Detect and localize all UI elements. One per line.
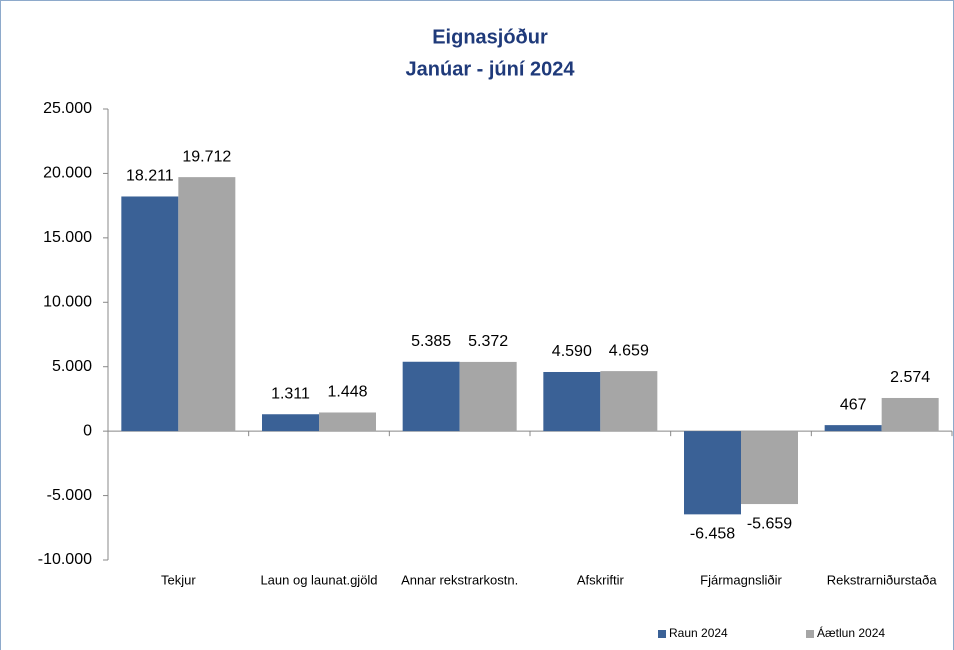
value-label: 1.448 bbox=[327, 384, 367, 401]
x-tick-label: Laun og launat.gjöld bbox=[260, 572, 377, 587]
y-tick-label: 15.000 bbox=[43, 229, 92, 246]
value-label: 4.659 bbox=[609, 342, 649, 359]
value-label: 18.211 bbox=[126, 168, 174, 185]
value-label: 2.574 bbox=[890, 369, 930, 386]
x-tick-label: Tekjur bbox=[161, 572, 196, 587]
bar bbox=[178, 177, 236, 432]
bar bbox=[459, 361, 517, 432]
y-tick-label: 5.000 bbox=[52, 358, 92, 375]
y-tick-label: 10.000 bbox=[43, 294, 92, 311]
value-label: 5.372 bbox=[468, 333, 508, 350]
bar bbox=[684, 431, 741, 515]
x-tick-label: Rekstrarniðurstaða bbox=[827, 572, 938, 587]
legend-label: Raun 2024 bbox=[669, 626, 728, 640]
chart-subtitle: Janúar - júní 2024 bbox=[406, 58, 576, 80]
bar bbox=[121, 196, 179, 432]
bar bbox=[881, 397, 939, 432]
bar bbox=[600, 371, 658, 432]
bar bbox=[262, 414, 319, 432]
x-tick-label: Afskriftir bbox=[577, 572, 625, 587]
value-label: 19.712 bbox=[182, 148, 231, 165]
bar bbox=[543, 371, 601, 432]
chart-title: Eignasjóður bbox=[432, 26, 548, 48]
bar bbox=[741, 431, 798, 505]
y-tick-label: 25.000 bbox=[43, 100, 92, 117]
value-label: 4.590 bbox=[552, 343, 592, 360]
value-label: 5.385 bbox=[411, 333, 451, 350]
x-tick-label: Annar rekstrarkostn. bbox=[401, 572, 518, 587]
value-label: 1.311 bbox=[271, 385, 310, 402]
value-label: -5.659 bbox=[747, 515, 792, 532]
y-tick-label: -5.000 bbox=[47, 487, 92, 504]
value-label: 467 bbox=[840, 396, 867, 413]
bar bbox=[319, 412, 376, 432]
legend-swatch bbox=[806, 630, 814, 638]
bar bbox=[824, 425, 882, 432]
value-label: -6.458 bbox=[690, 526, 735, 543]
legend-label: Áætlun 2024 bbox=[817, 625, 885, 640]
y-tick-label: -10.000 bbox=[38, 551, 92, 568]
y-tick-label: 20.000 bbox=[43, 165, 92, 182]
bar bbox=[402, 361, 460, 432]
y-tick-label: 0 bbox=[83, 422, 92, 439]
x-tick-label: Fjármagnsliðir bbox=[700, 572, 782, 587]
legend-swatch bbox=[658, 630, 666, 638]
